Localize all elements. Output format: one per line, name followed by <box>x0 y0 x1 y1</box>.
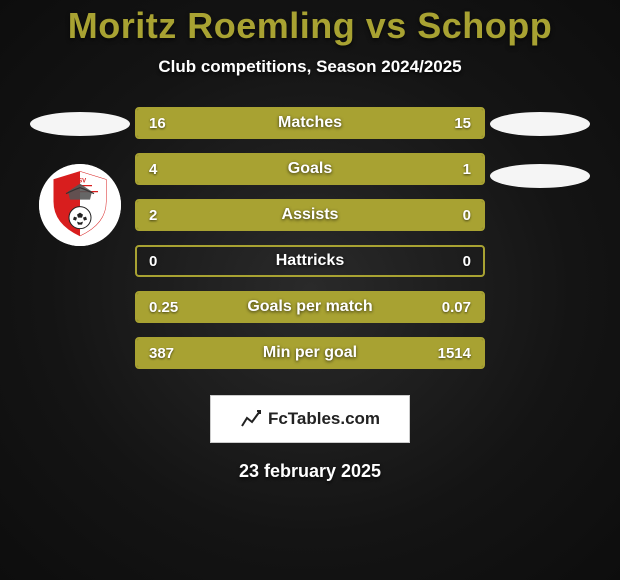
shield-icon: KSV <box>50 170 110 238</box>
stat-label: Assists <box>137 206 483 224</box>
stat-row: 0.250.07Goals per match <box>135 291 485 323</box>
source-logo[interactable]: FcTables.com <box>210 395 410 443</box>
player-silhouette-left <box>30 112 130 136</box>
stats-bars: 1615Matches 41Goals 20Assists 00Hattricks 0.… <box>135 107 485 383</box>
stat-row: 00Hattricks <box>135 245 485 277</box>
stat-label: Goals per match <box>137 298 483 316</box>
left-player-col: KSV <box>25 107 135 246</box>
source-logo-text: FcTables.com <box>268 409 380 429</box>
team-badge-left: KSV <box>39 164 121 246</box>
stat-row: 20Assists <box>135 199 485 231</box>
comparison-row: KSV 1615Matches 41Goals 20Assists 00Hattric… <box>0 107 620 383</box>
right-player-col <box>485 107 595 216</box>
stat-label: Goals <box>137 160 483 178</box>
stat-row: 1615Matches <box>135 107 485 139</box>
stat-row: 41Goals <box>135 153 485 185</box>
page-title: Moritz Roemling vs Schopp <box>0 5 620 47</box>
chart-icon <box>240 408 262 430</box>
stat-label: Matches <box>137 114 483 132</box>
stat-label: Min per goal <box>137 344 483 362</box>
date-label: 23 february 2025 <box>0 461 620 482</box>
player-silhouette-right-1 <box>490 112 590 136</box>
stat-label: Hattricks <box>137 252 483 270</box>
subtitle: Club competitions, Season 2024/2025 <box>0 57 620 77</box>
stat-row: 3871514Min per goal <box>135 337 485 369</box>
player-silhouette-right-2 <box>490 164 590 188</box>
svg-text:KSV: KSV <box>74 179 86 185</box>
